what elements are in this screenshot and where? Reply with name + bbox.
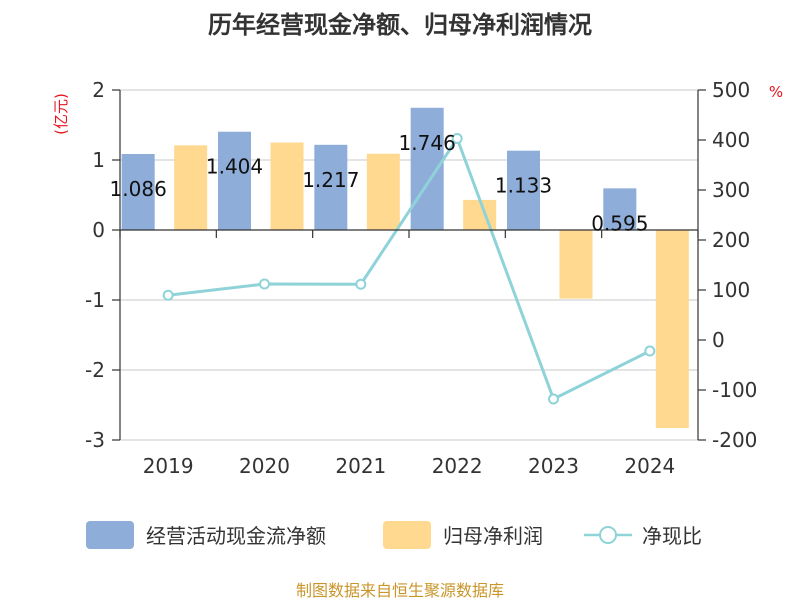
legend-marker-cash-ratio (599, 526, 617, 544)
ratio-point[interactable] (355, 278, 367, 290)
ratio-point[interactable] (162, 289, 174, 301)
right-tick-label: 400 (712, 128, 750, 152)
ratio-point[interactable] (259, 278, 270, 290)
left-tick-label: -1 (85, 288, 105, 312)
right-tick-label: -100 (712, 378, 757, 402)
bar-net-profit[interactable] (366, 153, 400, 230)
tick-labels: 2 1 0 -1 -2 -3 500 400 300 200 100 0 -100 -200 2019 202… (85, 78, 757, 478)
data-label-operating-cash: 1.217 (302, 168, 359, 192)
ratio-point[interactable] (548, 393, 559, 405)
x-tick-label: 2024 (624, 454, 675, 478)
bar-net-profit[interactable] (174, 145, 208, 230)
legend-label-cash-ratio: 净现比 (642, 524, 702, 548)
x-tick-label: 2022 (432, 454, 483, 478)
x-tick-label: 2023 (528, 454, 579, 478)
left-tick-label: -3 (85, 428, 105, 452)
bar-net-profit[interactable] (270, 142, 304, 231)
bar-operating-cash[interactable] (121, 153, 155, 230)
right-tick-label: 0 (712, 328, 725, 352)
bar-net-profit[interactable] (463, 199, 497, 230)
right-tick-label: -200 (712, 428, 757, 452)
ratio-point[interactable] (451, 133, 463, 144)
left-tick-label: 1 (92, 148, 105, 172)
bar-operating-cash[interactable] (507, 150, 540, 230)
chart-title: 历年经营现金净额、归母净利润情况 (208, 11, 592, 39)
left-tick-label: 2 (92, 78, 105, 102)
data-label-operating-cash: 1.133 (495, 174, 552, 198)
legend-item-operating-cash[interactable]: 经营活动现金流净额 (86, 521, 326, 549)
data-labels: 1.086 1.404 1.217 1.746 1.133 0.595 (110, 131, 649, 236)
data-label-operating-cash: 1.746 (399, 131, 456, 155)
bar-operating-cash[interactable] (314, 144, 348, 230)
bars-group (121, 107, 689, 429)
ratio-line (167, 135, 651, 402)
legend-item-cash-ratio[interactable]: 净现比 (584, 524, 702, 548)
x-tick-label: 2019 (143, 454, 194, 478)
data-label-operating-cash: 1.404 (206, 155, 263, 179)
x-tick-label: 2021 (335, 454, 386, 478)
right-tick-label: 100 (712, 278, 750, 302)
bar-operating-cash[interactable] (218, 131, 251, 230)
x-tick-label: 2020 (239, 454, 290, 478)
data-label-operating-cash: 0.595 (591, 211, 648, 235)
left-tick-label: 0 (92, 218, 105, 242)
ratio-line-group (162, 133, 656, 405)
right-tick-label: 500 (712, 78, 750, 102)
source-note: 制图数据来自恒生聚源数据库 (296, 581, 504, 600)
data-label-operating-cash: 1.086 (110, 177, 167, 201)
left-tick-label: -2 (85, 358, 105, 382)
bar-net-profit[interactable] (655, 230, 689, 429)
left-axis-unit: (亿元) (52, 93, 70, 135)
right-tick-label: 200 (712, 228, 750, 252)
bar-operating-cash[interactable] (603, 188, 637, 230)
right-axis-unit: % (769, 83, 783, 101)
axes-group (112, 89, 706, 441)
legend-label-operating-cash: 经营活动现金流净额 (146, 524, 326, 548)
legend: 经营活动现金流净额 归母净利润 净现比 (86, 521, 702, 549)
legend-label-net-profit: 归母净利润 (443, 524, 543, 548)
legend-swatch-operating-cash (86, 521, 134, 549)
bar-net-profit[interactable] (559, 230, 593, 299)
right-tick-label: 300 (712, 178, 750, 202)
ratio-point[interactable] (644, 345, 656, 357)
legend-item-net-profit[interactable]: 归母净利润 (383, 521, 543, 549)
legend-swatch-net-profit (383, 521, 431, 549)
